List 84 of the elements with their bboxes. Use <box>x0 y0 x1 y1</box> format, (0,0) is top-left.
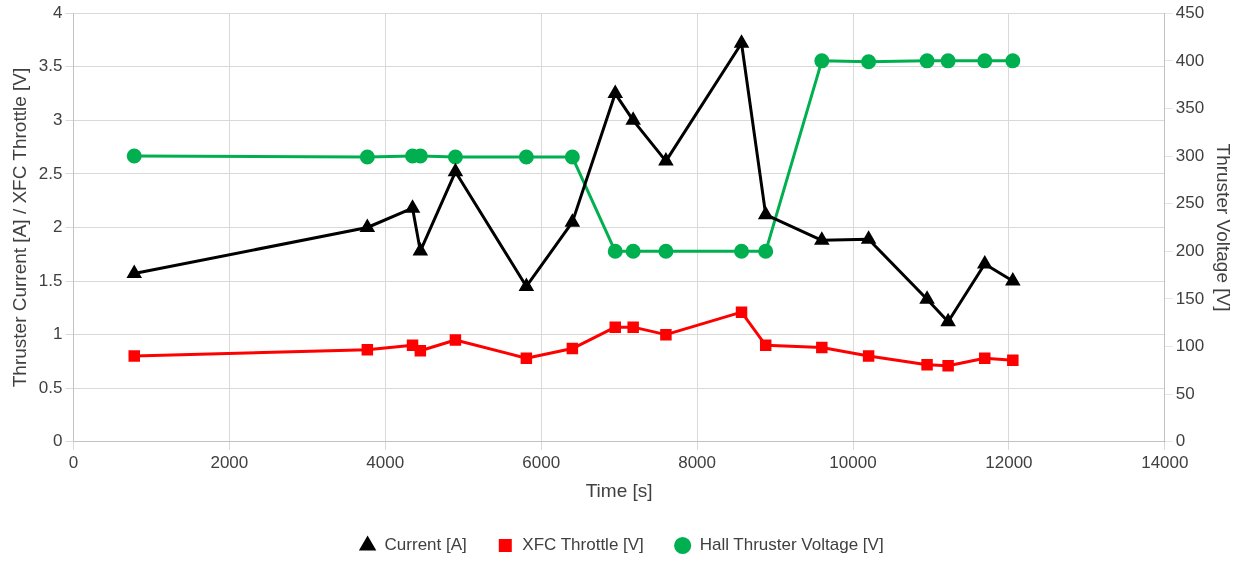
point <box>414 344 427 357</box>
point <box>565 214 580 227</box>
x-tick-label: 10000 <box>829 452 877 472</box>
point <box>862 350 875 362</box>
y-tick-label: 1 <box>52 324 63 344</box>
point <box>609 321 621 333</box>
point <box>128 350 140 362</box>
y2-tick-label: 50 <box>1175 383 1195 403</box>
y2-tick-label: 250 <box>1175 193 1205 213</box>
point <box>920 291 934 304</box>
point <box>627 321 639 333</box>
point <box>1007 354 1019 367</box>
point <box>814 53 830 69</box>
point <box>658 243 674 259</box>
y-tick-label: 4 <box>52 2 63 22</box>
point <box>518 149 534 165</box>
legend-label: Current [A] <box>384 535 467 555</box>
point <box>861 231 876 244</box>
y2-tick-label: 0 <box>1175 431 1186 451</box>
point <box>941 314 955 327</box>
point <box>758 243 774 259</box>
x-tick-label: 4000 <box>366 452 405 472</box>
point <box>940 53 956 69</box>
y2-tick-label: 200 <box>1175 241 1205 260</box>
point <box>735 306 748 318</box>
point <box>564 149 580 165</box>
y-tick-label: 2.5 <box>38 163 63 183</box>
point <box>977 53 993 69</box>
y-tick-label: 0.5 <box>38 377 63 397</box>
x-tick-label: 0 <box>68 452 79 472</box>
point <box>815 232 829 245</box>
point <box>566 342 579 355</box>
point <box>520 352 533 364</box>
point <box>447 149 463 165</box>
point <box>759 207 773 220</box>
point <box>978 256 992 269</box>
x-tick-label: 8000 <box>678 452 717 472</box>
y-tick-label: 3.5 <box>38 56 63 76</box>
y2-axis-title: Thruster Voltage [V] <box>1213 143 1235 312</box>
point <box>734 35 749 48</box>
point <box>759 339 772 352</box>
point <box>361 343 374 356</box>
y2-tick-label: 450 <box>1175 2 1205 22</box>
point <box>608 86 622 99</box>
y2-tick-label: 150 <box>1175 288 1205 308</box>
y-tick-label: 1.5 <box>38 270 63 290</box>
point <box>919 53 935 69</box>
point <box>360 220 375 232</box>
x-tick-label: 2000 <box>210 452 249 472</box>
point <box>519 278 534 291</box>
point <box>659 153 673 166</box>
point <box>359 149 375 165</box>
legend-label: Hall Thruster Voltage [V] <box>699 535 884 555</box>
y2-tick-label: 350 <box>1175 98 1205 118</box>
point <box>816 341 828 354</box>
point <box>979 352 991 364</box>
point <box>734 243 750 259</box>
point <box>607 243 623 259</box>
point <box>413 243 428 256</box>
y2-tick-label: 400 <box>1175 50 1205 70</box>
y-axis-title: Thruster Current [A] / XFC Throttle [V] <box>8 67 30 388</box>
point <box>448 164 463 177</box>
x-tick-label: 14000 <box>1141 452 1189 472</box>
x-tick-label: 12000 <box>985 452 1033 472</box>
point <box>660 328 672 341</box>
point <box>625 243 641 259</box>
y2-tick-label: 300 <box>1175 145 1205 165</box>
y2-tick-label: 100 <box>1175 336 1205 356</box>
y-tick-label: 3 <box>52 110 63 130</box>
point <box>942 359 954 372</box>
point <box>921 358 933 371</box>
point <box>127 266 141 279</box>
point <box>405 200 420 213</box>
point <box>861 54 877 70</box>
y-tick-label: 2 <box>52 217 63 237</box>
x-axis-title: Time [s] <box>585 479 653 501</box>
point <box>626 112 640 125</box>
point <box>1006 273 1020 286</box>
legend-label: XFC Throttle [V] <box>522 535 644 555</box>
y-tick-label: 0 <box>52 431 63 451</box>
point <box>449 334 462 346</box>
x-tick-label: 6000 <box>522 452 561 472</box>
point <box>1005 53 1021 69</box>
point <box>126 148 142 164</box>
